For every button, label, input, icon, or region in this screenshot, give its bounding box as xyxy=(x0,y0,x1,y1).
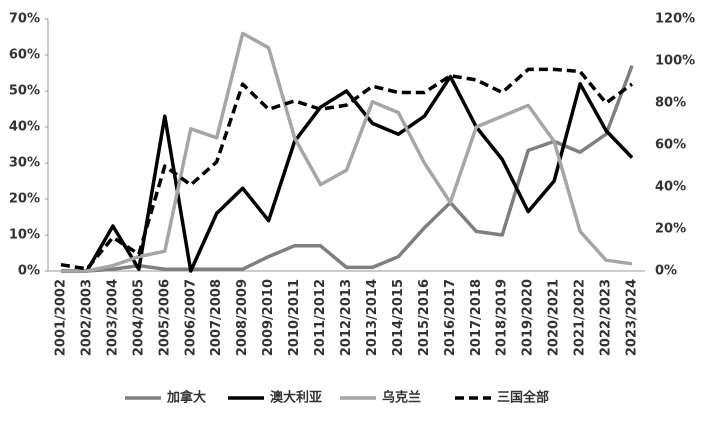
x-tick-label: 2022/2023 xyxy=(599,279,614,356)
x-tick-label: 2006/2007 xyxy=(183,279,198,356)
y-tick-label: 10% xyxy=(9,228,40,243)
legend-label: 乌克兰 xyxy=(382,390,421,406)
y-tick-label: 20% xyxy=(9,192,40,207)
legend-label: 加拿大 xyxy=(166,390,206,406)
x-tick-label: 2005/2006 xyxy=(157,279,172,356)
y-tick-label: 0% xyxy=(18,264,40,279)
y-tick-label: 30% xyxy=(9,156,40,171)
x-tick-label: 2017/2018 xyxy=(469,279,484,356)
y-tick-label: 40% xyxy=(9,120,40,135)
x-tick-label: 2018/2019 xyxy=(495,279,510,356)
y-tick-label: 70% xyxy=(9,12,40,27)
x-tick-label: 2001/2002 xyxy=(53,279,68,356)
y2-tick-label: 20% xyxy=(655,222,686,237)
x-tick-label: 2007/2008 xyxy=(209,279,224,356)
x-tick-label: 2004/2005 xyxy=(131,279,146,356)
x-tick-label: 2002/2003 xyxy=(79,279,94,356)
y-tick-label: 60% xyxy=(9,48,40,63)
y2-tick-label: 0% xyxy=(655,264,677,279)
x-tick-label: 2010/2011 xyxy=(287,279,302,356)
y2-tick-label: 120% xyxy=(655,12,695,27)
series-line xyxy=(60,74,634,273)
x-tick-label: 2023/2024 xyxy=(625,279,640,356)
y-tick-label: 50% xyxy=(9,84,40,99)
series-line xyxy=(60,67,634,271)
y2-tick-label: 40% xyxy=(655,180,686,195)
legend-label: 澳大利亚 xyxy=(270,390,322,406)
series-line xyxy=(60,31,633,273)
x-tick-label: 2021/2022 xyxy=(573,279,588,356)
y2-tick-label: 100% xyxy=(655,54,695,69)
series-line xyxy=(60,65,634,273)
x-tick-label: 2003/2004 xyxy=(105,279,120,356)
x-tick-label: 2016/2017 xyxy=(443,279,458,356)
legend-label: 三国全部 xyxy=(497,390,549,406)
x-tick-label: 2013/2014 xyxy=(365,279,380,356)
x-tick-label: 2008/2009 xyxy=(235,279,250,356)
x-tick-label: 2009/2010 xyxy=(261,279,276,356)
x-tick-label: 2015/2016 xyxy=(417,279,432,356)
y2-tick-label: 80% xyxy=(655,96,686,111)
x-tick-label: 2014/2015 xyxy=(391,279,406,356)
x-tick-label: 2012/2013 xyxy=(339,279,354,356)
x-tick-label: 2011/2012 xyxy=(313,279,328,356)
x-tick-label: 2019/2020 xyxy=(521,279,536,356)
x-tick-label: 2020/2021 xyxy=(547,279,562,356)
y2-tick-label: 60% xyxy=(655,138,686,153)
